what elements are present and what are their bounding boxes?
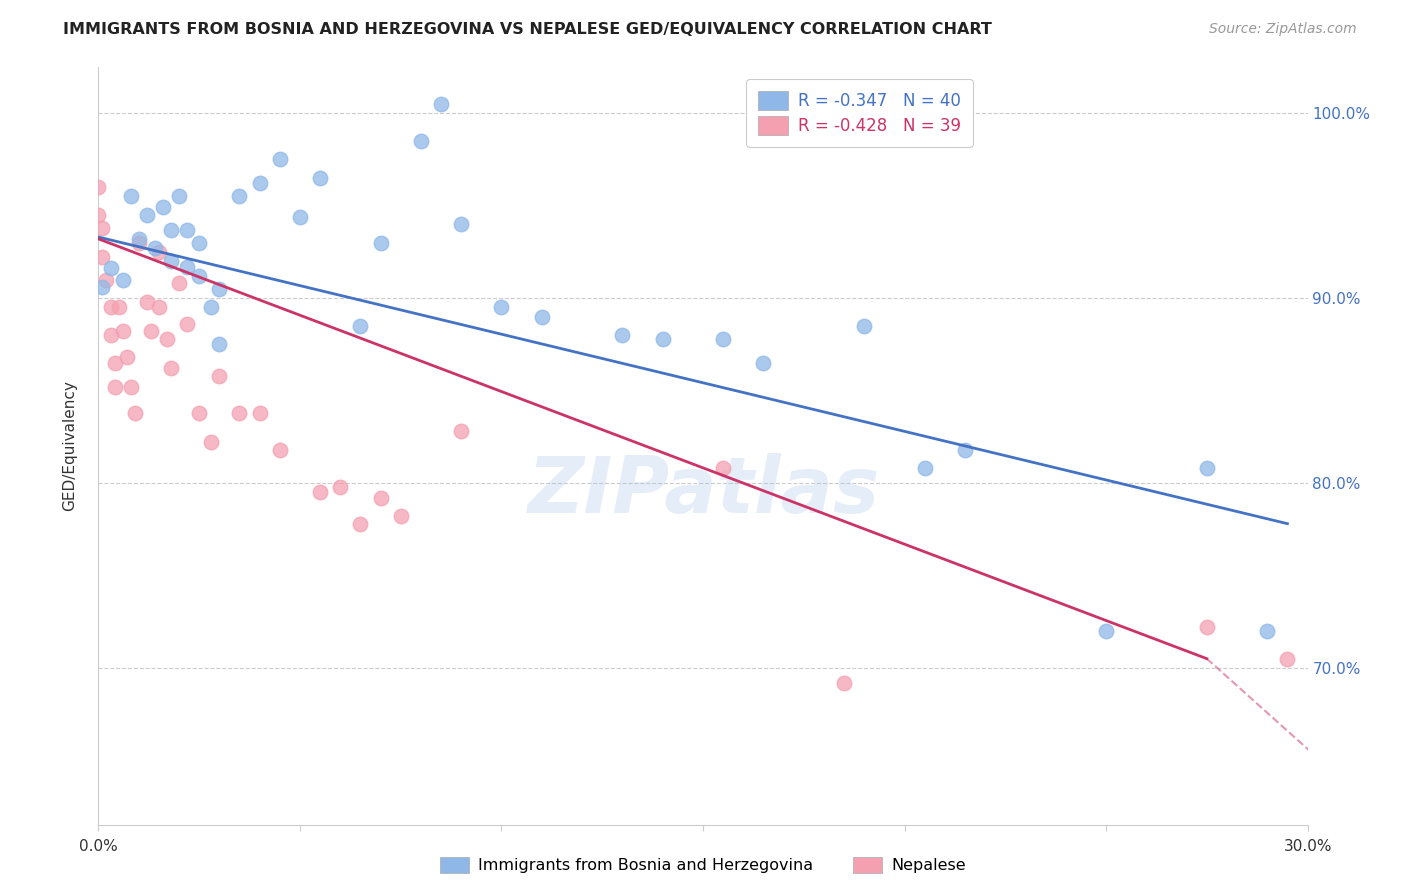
Point (111, 324, 134, 338)
Point (450, 217, 472, 231)
Point (188, 268, 211, 283)
Point (124, 406, 146, 420)
Point (208, 337, 231, 351)
Point (176, 317, 198, 331)
Point (409, 134, 432, 148)
Point (135, 294, 157, 309)
Point (249, 177, 271, 191)
Point (160, 254, 183, 268)
Point (87, 208, 110, 222)
Point (853, 318, 876, 333)
Point (1095, 624, 1118, 638)
Point (160, 222, 183, 236)
Point (188, 406, 211, 420)
Point (450, 424, 472, 438)
Point (120, 380, 142, 394)
Point (953, 442, 976, 457)
Point (1195, 461, 1218, 475)
Point (832, 675, 855, 690)
Point (208, 368, 231, 383)
Point (288, 210, 311, 224)
Point (200, 435, 222, 450)
Point (120, 189, 142, 203)
Point (389, 509, 412, 524)
Point (100, 328, 122, 343)
Point (329, 480, 352, 494)
Point (349, 516, 371, 531)
Point (711, 461, 734, 475)
Point (370, 235, 392, 250)
Point (128, 232, 150, 246)
Legend: Immigrants from Bosnia and Herzegovina, Nepalese: Immigrants from Bosnia and Herzegovina, … (433, 850, 973, 880)
Point (176, 222, 198, 236)
Point (148, 244, 170, 259)
Point (100, 261, 122, 276)
Point (115, 350, 138, 364)
Point (228, 189, 250, 203)
Point (91, 280, 114, 294)
Point (103, 356, 125, 370)
Point (491, 301, 513, 315)
Point (103, 380, 125, 394)
Point (107, 301, 129, 315)
Text: Source: ZipAtlas.com: Source: ZipAtlas.com (1209, 22, 1357, 37)
Point (208, 282, 231, 296)
Point (269, 153, 291, 167)
Point (349, 318, 371, 333)
Point (530, 310, 553, 324)
Point (249, 406, 271, 420)
Point (96, 272, 118, 286)
Point (309, 485, 332, 500)
Point (228, 406, 250, 420)
Point (309, 170, 332, 185)
Point (135, 208, 157, 222)
Point (91, 251, 114, 265)
Point (143, 241, 166, 255)
Point (651, 332, 673, 346)
Point (752, 356, 775, 370)
Point (100, 301, 122, 315)
Point (370, 491, 392, 505)
Point (160, 361, 183, 376)
Legend: R = -0.347   N = 40, R = -0.428   N = 39: R = -0.347 N = 40, R = -0.428 N = 39 (747, 79, 973, 146)
Point (430, 96, 453, 111)
Point (148, 301, 170, 315)
Point (1277, 651, 1299, 665)
Point (167, 189, 190, 203)
Point (1195, 620, 1218, 634)
Point (139, 324, 162, 338)
Point (87, 180, 110, 194)
Point (152, 201, 174, 215)
Text: IMMIGRANTS FROM BOSNIA AND HERZEGOVINA VS NEPALESE GED/EQUIVALENCY CORRELATION C: IMMIGRANTS FROM BOSNIA AND HERZEGOVINA V… (63, 22, 993, 37)
Point (200, 301, 222, 315)
Point (914, 461, 936, 475)
Point (711, 332, 734, 346)
Point (91, 220, 114, 235)
Point (269, 442, 291, 457)
Point (167, 277, 190, 291)
Point (156, 332, 179, 346)
Point (111, 272, 134, 286)
Point (188, 235, 211, 250)
Text: ZIPatlas: ZIPatlas (527, 453, 879, 530)
Point (128, 235, 150, 250)
Point (1256, 624, 1278, 638)
Point (176, 260, 198, 274)
Point (612, 328, 634, 343)
Y-axis label: GED/Equivalency: GED/Equivalency (62, 381, 77, 511)
